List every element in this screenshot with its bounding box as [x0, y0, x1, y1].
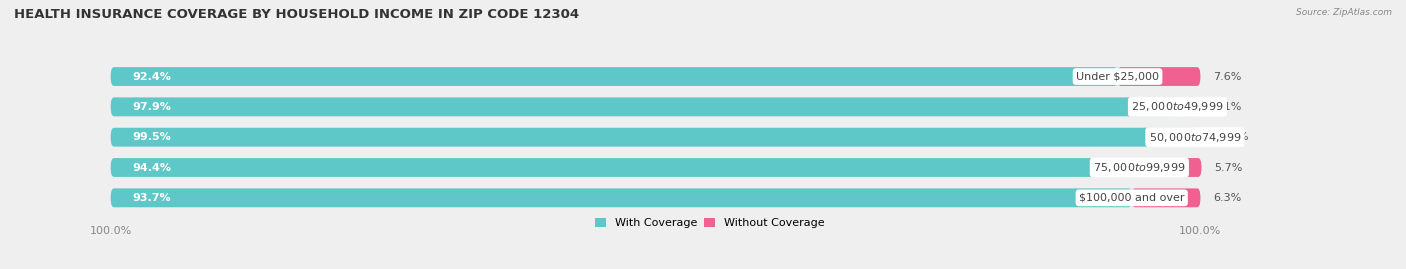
Text: 7.6%: 7.6% [1213, 72, 1241, 82]
Text: 0.49%: 0.49% [1213, 132, 1249, 142]
FancyBboxPatch shape [1195, 128, 1201, 147]
Text: 5.7%: 5.7% [1215, 162, 1243, 172]
Text: 93.7%: 93.7% [132, 193, 172, 203]
Text: 94.4%: 94.4% [132, 162, 172, 172]
FancyBboxPatch shape [111, 128, 1195, 147]
FancyBboxPatch shape [111, 67, 1201, 86]
Text: 2.1%: 2.1% [1213, 102, 1241, 112]
FancyBboxPatch shape [111, 158, 1139, 177]
FancyBboxPatch shape [1177, 97, 1201, 116]
Text: 97.9%: 97.9% [132, 102, 172, 112]
Text: Under $25,000: Under $25,000 [1076, 72, 1159, 82]
Text: Source: ZipAtlas.com: Source: ZipAtlas.com [1296, 8, 1392, 17]
FancyBboxPatch shape [111, 97, 1201, 116]
Text: $100,000 and over: $100,000 and over [1078, 193, 1184, 203]
FancyBboxPatch shape [111, 67, 1118, 86]
FancyBboxPatch shape [111, 158, 1201, 177]
FancyBboxPatch shape [1118, 67, 1201, 86]
FancyBboxPatch shape [1139, 158, 1202, 177]
Text: $50,000 to $74,999: $50,000 to $74,999 [1149, 131, 1241, 144]
FancyBboxPatch shape [1132, 189, 1201, 207]
Text: 99.5%: 99.5% [132, 132, 172, 142]
Text: 92.4%: 92.4% [132, 72, 172, 82]
FancyBboxPatch shape [111, 189, 1132, 207]
FancyBboxPatch shape [111, 97, 1177, 116]
FancyBboxPatch shape [111, 128, 1201, 147]
Text: 6.3%: 6.3% [1213, 193, 1241, 203]
Legend: With Coverage, Without Coverage: With Coverage, Without Coverage [595, 218, 825, 228]
Text: $75,000 to $99,999: $75,000 to $99,999 [1092, 161, 1185, 174]
Text: HEALTH INSURANCE COVERAGE BY HOUSEHOLD INCOME IN ZIP CODE 12304: HEALTH INSURANCE COVERAGE BY HOUSEHOLD I… [14, 8, 579, 21]
FancyBboxPatch shape [111, 189, 1201, 207]
Text: $25,000 to $49,999: $25,000 to $49,999 [1132, 100, 1223, 113]
